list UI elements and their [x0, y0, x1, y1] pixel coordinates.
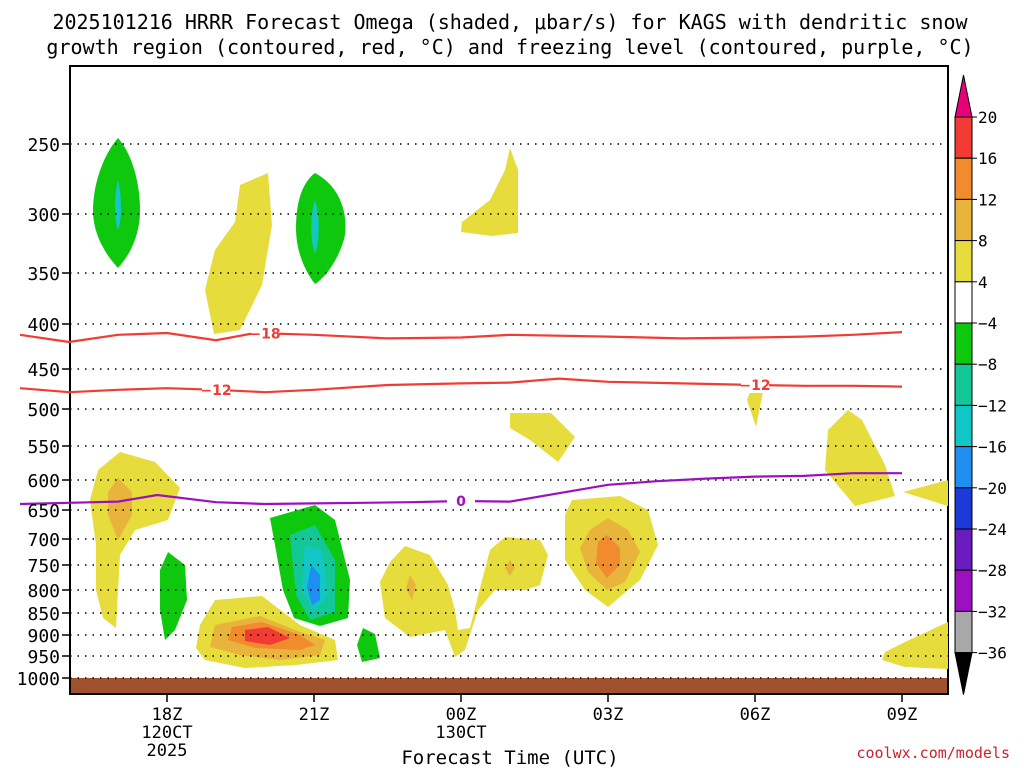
y-tick-label: 750 — [27, 556, 60, 577]
colorbar-label: −28 — [978, 561, 1007, 580]
colorbar-swatch — [954, 569, 973, 612]
colorbar-top-arrow — [954, 74, 973, 118]
colorbar-label: −4 — [978, 314, 997, 333]
omega-region-positive — [205, 173, 272, 334]
x-tick-label: 130CT — [435, 723, 486, 743]
x-tick-label: 06Z — [740, 705, 771, 725]
x-tick-label: 2025 — [147, 741, 188, 761]
colorbar-swatch — [954, 116, 973, 159]
omega-region-positive-core — [596, 535, 620, 578]
y-tick-label: 650 — [27, 501, 60, 522]
x-axis-label: Forecast Time (UTC) — [401, 747, 618, 768]
colorbar-label: −16 — [978, 438, 1007, 457]
colorbar-label: −36 — [978, 644, 1007, 663]
omega-region-positive-core — [108, 478, 132, 540]
isotherm-label-bg — [447, 493, 475, 509]
colorbar-label: 8 — [978, 232, 988, 251]
x-tick-label: 09Z — [887, 705, 918, 725]
omega-region-negative-core — [115, 180, 121, 230]
isotherm-line — [19, 331, 903, 344]
omega-region-positive-peak — [245, 627, 290, 645]
colorbar-bottom-arrow — [954, 652, 973, 695]
colorbar-label: −24 — [978, 520, 1007, 539]
y-tick-label: 600 — [27, 471, 60, 492]
isotherm-label-bg — [251, 325, 279, 342]
omega-region-negative-core — [311, 200, 319, 254]
x-tick-label: 120CT — [141, 723, 192, 743]
chart-title-line1: 2025101216 HRRR Forecast Omega (shaded, … — [52, 10, 968, 34]
y-tick-label: 450 — [27, 360, 60, 381]
isotherm-label: −18 — [249, 326, 280, 342]
watermark: coolwx.com/models — [856, 744, 1010, 762]
x-tick-label: 03Z — [593, 705, 624, 725]
colorbar-swatch — [954, 610, 973, 654]
colorbar-label: −32 — [978, 602, 1007, 621]
isotherm-label: −12 — [200, 383, 231, 399]
colorbar-swatch — [954, 198, 973, 242]
below-ground-fill — [71, 678, 947, 693]
omega-region-negative — [357, 628, 380, 662]
omega-region-positive — [510, 413, 575, 462]
x-tick-label: 21Z — [299, 705, 330, 725]
colorbar-label: 12 — [978, 190, 997, 209]
colorbar-swatch — [954, 240, 973, 283]
colorbar-swatch — [954, 157, 973, 200]
pressure-axis: 2503003504004505005506006507007508008509… — [17, 135, 70, 690]
x-tick-label: 00Z — [446, 705, 477, 725]
colorbar-swatch — [954, 446, 973, 489]
omega-region-positive — [747, 382, 763, 427]
y-tick-label: 800 — [27, 581, 60, 602]
isotherm-label: −12 — [739, 378, 770, 394]
y-tick-label: 250 — [27, 135, 60, 156]
colorbar-swatch — [954, 487, 973, 530]
y-tick-label: 550 — [27, 437, 60, 458]
isotherm-label-bg — [741, 377, 769, 393]
colorbar-label: 20 — [978, 108, 997, 127]
isotherm-contours: −18 −12 −12 0 — [19, 325, 903, 510]
y-tick-label: 1000 — [17, 669, 60, 690]
colorbar-label: 4 — [978, 273, 988, 292]
omega-region-negative — [296, 173, 346, 284]
colorbar-legend: 20 16 12 8 4 −4 −8 −12 −16 −20 −24 −28 −32 −36 — [954, 74, 1007, 695]
colorbar-label: −20 — [978, 479, 1007, 498]
y-tick-label: 350 — [27, 264, 60, 285]
colorbar-label: −8 — [978, 355, 997, 374]
x-tick-label: 18Z — [152, 705, 183, 725]
colorbar-label: 16 — [978, 149, 997, 168]
omega-region-positive-core — [406, 575, 416, 600]
colorbar-swatch — [954, 363, 973, 406]
omega-region-positive — [903, 480, 948, 506]
y-tick-label: 300 — [27, 205, 60, 226]
colorbar-swatch — [954, 404, 973, 448]
colorbar-swatch — [954, 528, 973, 571]
y-tick-label: 850 — [27, 604, 60, 625]
isotherm-label-bg — [202, 381, 230, 398]
y-tick-label: 950 — [27, 647, 60, 668]
colorbar-swatch — [954, 322, 973, 365]
y-tick-label: 900 — [27, 626, 60, 647]
omega-region-negative-peak — [307, 565, 320, 605]
omega-region-negative — [160, 552, 187, 640]
omega-region-positive-core — [505, 560, 515, 576]
isotherm-label: 0 — [456, 494, 466, 510]
y-tick-label: 500 — [27, 400, 60, 421]
omega-region-positive — [825, 410, 895, 506]
y-tick-label: 700 — [27, 530, 60, 551]
omega-region-positive — [882, 622, 948, 669]
y-tick-label: 400 — [27, 315, 60, 336]
colorbar-label: −12 — [978, 396, 1007, 415]
chart-title-line2: growth region (contoured, red, °C) and f… — [46, 35, 973, 59]
colorbar-swatch — [954, 281, 973, 324]
isotherm-line — [19, 377, 903, 394]
